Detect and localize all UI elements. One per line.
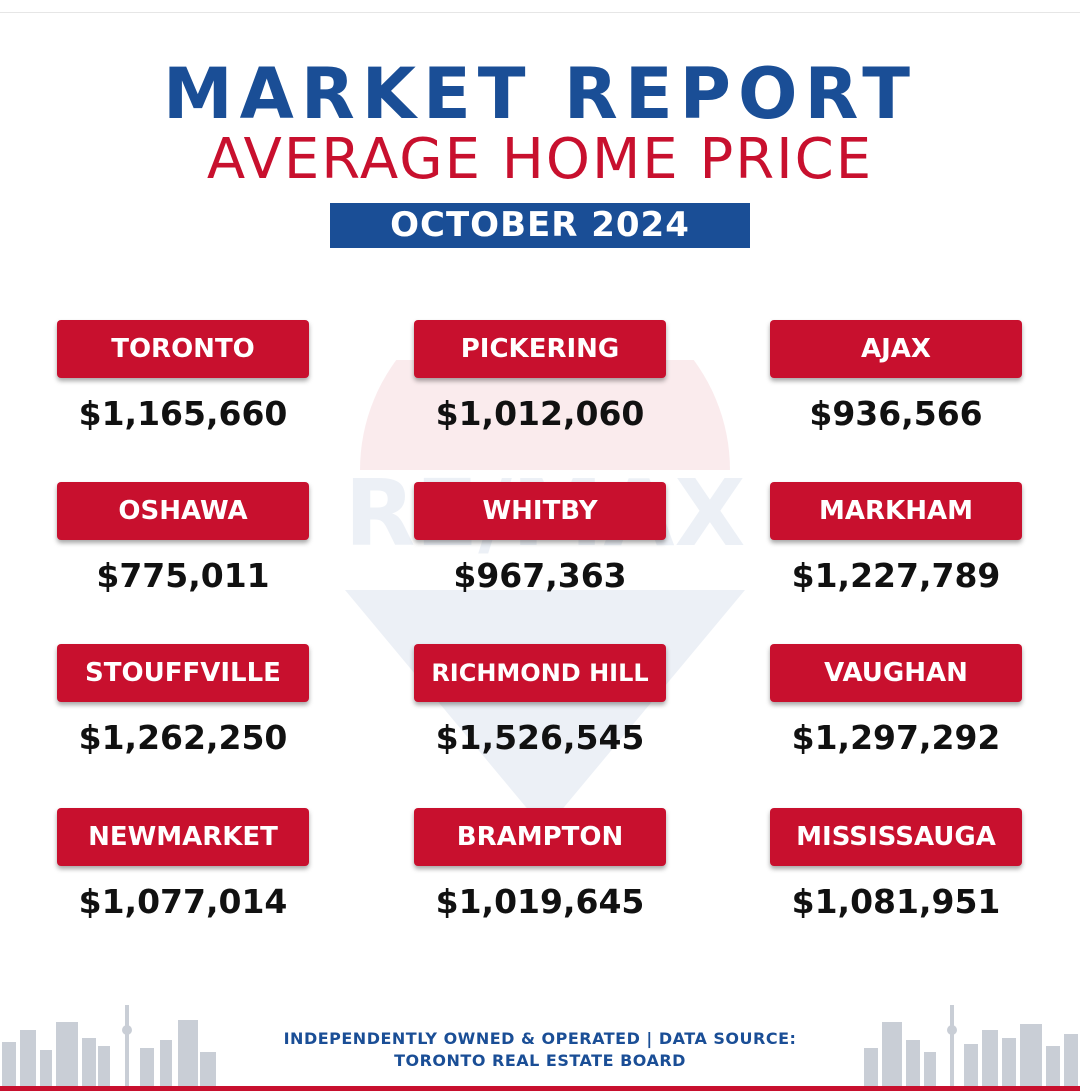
- bottom-accent-bar: [0, 1086, 1080, 1091]
- city-price-brampton: $1,019,645: [435, 882, 645, 921]
- skyline-right-icon: [864, 1005, 1078, 1088]
- top-divider: [0, 12, 1080, 13]
- city-label-markham: MARKHAM: [770, 482, 1022, 540]
- city-price-ajax: $936,566: [809, 394, 983, 433]
- city-price-stouffville: $1,262,250: [78, 718, 288, 757]
- footer-credits: INDEPENDENTLY OWNED & OPERATED | DATA SO…: [0, 1028, 1080, 1072]
- city-price-newmarket: $1,077,014: [78, 882, 288, 921]
- city-price-markham: $1,227,789: [791, 556, 1001, 595]
- city-label-stouffville: STOUFFVILLE: [57, 644, 309, 702]
- footer-line-2: TORONTO REAL ESTATE BOARD: [394, 1051, 686, 1070]
- period-banner: OCTOBER 2024: [330, 203, 750, 248]
- city-price-whitby: $967,363: [453, 556, 627, 595]
- footer-line-1: INDEPENDENTLY OWNED & OPERATED | DATA SO…: [283, 1029, 797, 1048]
- city-price-vaughan: $1,297,292: [791, 718, 1001, 757]
- city-label-vaughan: VAUGHAN: [770, 644, 1022, 702]
- report-subtitle: AVERAGE HOME PRICE: [206, 127, 874, 192]
- city-label-whitby: WHITBY: [414, 482, 666, 540]
- city-label-brampton: BRAMPTON: [414, 808, 666, 866]
- city-label-toronto: TORONTO: [57, 320, 309, 378]
- report-title: MARKET REPORT: [163, 53, 917, 135]
- city-price-richmond-hill: $1,526,545: [435, 718, 645, 757]
- city-label-newmarket: NEWMARKET: [57, 808, 309, 866]
- city-label-mississauga: MISSISSAUGA: [770, 808, 1022, 866]
- city-price-pickering: $1,012,060: [435, 394, 645, 433]
- city-label-pickering: PICKERING: [414, 320, 666, 378]
- city-label-richmond-hill: RICHMOND HILL: [414, 644, 666, 702]
- city-label-oshawa: OSHAWA: [57, 482, 309, 540]
- skyline-left-icon: [2, 1005, 216, 1088]
- city-price-mississauga: $1,081,951: [791, 882, 1001, 921]
- city-label-ajax: AJAX: [770, 320, 1022, 378]
- city-price-toronto: $1,165,660: [78, 394, 288, 433]
- city-price-oshawa: $775,011: [96, 556, 270, 595]
